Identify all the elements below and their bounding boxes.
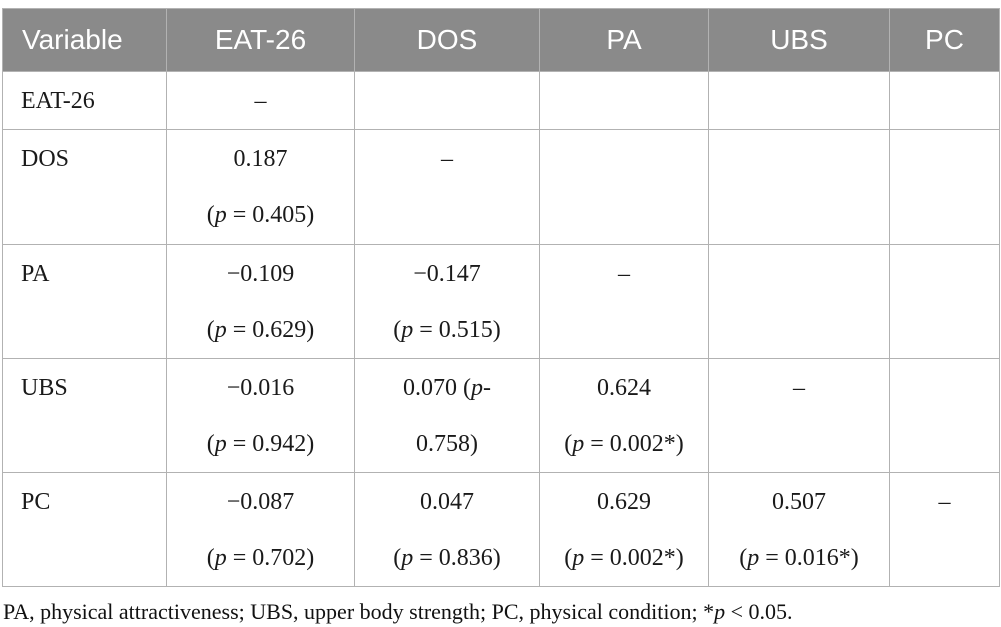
correlation-cell [354, 71, 540, 130]
correlation-cell [889, 129, 1000, 245]
table-row-eat-26: EAT-26 – [2, 71, 1000, 130]
correlation-value: – [618, 261, 630, 287]
p-value: (p = 0.702) [206, 545, 315, 571]
row-label: PA [2, 244, 167, 359]
row-label: UBS [2, 358, 167, 473]
p-value: (p = 0.629) [206, 317, 315, 343]
correlation-cell: −0.016 (p = 0.942) [166, 358, 355, 473]
correlation-value: 0.187 [233, 146, 288, 172]
correlation-cell: 0.507 (p = 0.016*) [708, 472, 890, 587]
header-row: Variable EAT-26 DOS PA UBS PC [2, 8, 1000, 72]
correlation-value: −0.087 [226, 489, 295, 515]
p-value: (p = 0.002*) [564, 545, 684, 571]
correlation-table: Variable EAT-26 DOS PA UBS PC EAT-26– DOS 0.187… [2, 8, 1000, 587]
table-row-pc: PC −0.087 (p = 0.702) 0.047 (p = 0.836) 0.629… [2, 472, 1000, 587]
correlation-value: 0.624 [597, 375, 651, 401]
row-label: PC [2, 472, 167, 587]
column-header-ubs: UBS [708, 8, 890, 72]
correlation-value: 0.047 [420, 489, 474, 515]
correlation-cell [708, 71, 890, 130]
row-label: DOS [2, 129, 167, 245]
correlation-cell [889, 358, 1000, 473]
correlation-value: 0.507 [772, 489, 826, 515]
correlation-cell [539, 71, 709, 130]
correlation-value: 0.629 [597, 489, 651, 515]
p-value: (p = 0.002*) [564, 431, 684, 457]
column-header-eat-26: EAT-26 [166, 8, 355, 72]
correlation-value: −0.147 [413, 261, 481, 287]
p-value: (p = 0.836) [393, 545, 501, 571]
correlation-cell: 0.047 (p = 0.836) [354, 472, 540, 587]
correlation-value: −0.016 [226, 375, 295, 401]
row-label: EAT-26 [2, 71, 167, 130]
correlation-cell: – [166, 71, 355, 130]
column-header-variable: Variable [2, 8, 167, 72]
correlation-value: – [938, 489, 951, 515]
correlation-value: −0.109 [226, 261, 295, 287]
correlation-value: – [793, 375, 805, 401]
correlation-cell: 0.187 (p = 0.405) [166, 129, 355, 245]
correlation-cell: – [539, 244, 709, 359]
correlation-cell: 0.070 (p- 0.758) [354, 358, 540, 473]
correlation-value: 0.070 (p- [403, 375, 491, 401]
p-value: (p = 0.016*) [739, 545, 859, 571]
correlation-cell: 0.624 (p = 0.002*) [539, 358, 709, 473]
column-header-pc: PC [889, 8, 1000, 72]
correlation-value: – [254, 88, 267, 114]
correlation-cell [889, 71, 1000, 130]
correlation-value: – [441, 146, 453, 172]
correlation-cell [889, 244, 1000, 359]
table-row-dos: DOS 0.187 (p = 0.405) – [2, 129, 1000, 245]
table-footnote: PA, physical attractiveness; UBS, upper … [3, 599, 793, 624]
table-head: Variable EAT-26 DOS PA UBS PC [2, 8, 1000, 72]
correlation-cell: −0.109 (p = 0.629) [166, 244, 355, 359]
correlation-cell: 0.629 (p = 0.002*) [539, 472, 709, 587]
correlation-cell [708, 129, 890, 245]
p-value: (p = 0.515) [393, 317, 501, 343]
column-header-dos: DOS [354, 8, 540, 72]
p-value: (p = 0.405) [206, 202, 315, 228]
table-body: EAT-26 – DOS 0.187 (p = 0.405) – PA −0.109 (p = … [2, 71, 1000, 587]
correlation-cell: −0.147 (p = 0.515) [354, 244, 540, 359]
table-row-pa: PA −0.109 (p = 0.629) −0.147 (p = 0.515) – [2, 244, 1000, 359]
p-value: 0.758) [416, 431, 478, 457]
column-header-pa: PA [539, 8, 709, 72]
correlation-cell: – [889, 472, 1000, 587]
correlation-cell: – [708, 358, 890, 473]
p-value: (p = 0.942) [206, 431, 315, 457]
correlation-cell [708, 244, 890, 359]
correlation-cell: −0.087 (p = 0.702) [166, 472, 355, 587]
correlation-cell: – [354, 129, 540, 245]
table-row-ubs: UBS −0.016 (p = 0.942) 0.070 (p- 0.758) 0.624… [2, 358, 1000, 473]
correlation-cell [539, 129, 709, 245]
